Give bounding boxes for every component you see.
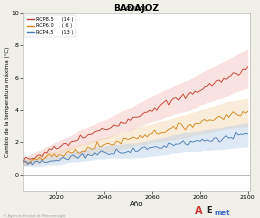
Text: ANUAL: ANUAL	[125, 6, 148, 12]
Text: E: E	[207, 206, 212, 215]
Text: A: A	[195, 206, 203, 216]
Title: BADAJOZ: BADAJOZ	[114, 4, 160, 13]
Legend: RCP8.5     (14 ), RCP6.0     ( 6 ), RCP4.5     (13 ): RCP8.5 (14 ), RCP6.0 ( 6 ), RCP4.5 (13 )	[24, 15, 76, 37]
Y-axis label: Cambio de la temperatura máxima (°C): Cambio de la temperatura máxima (°C)	[4, 47, 10, 157]
X-axis label: Año: Año	[130, 201, 143, 207]
Text: © Agencia Estatal de Meteorología: © Agencia Estatal de Meteorología	[3, 214, 65, 218]
Text: met: met	[214, 210, 230, 216]
